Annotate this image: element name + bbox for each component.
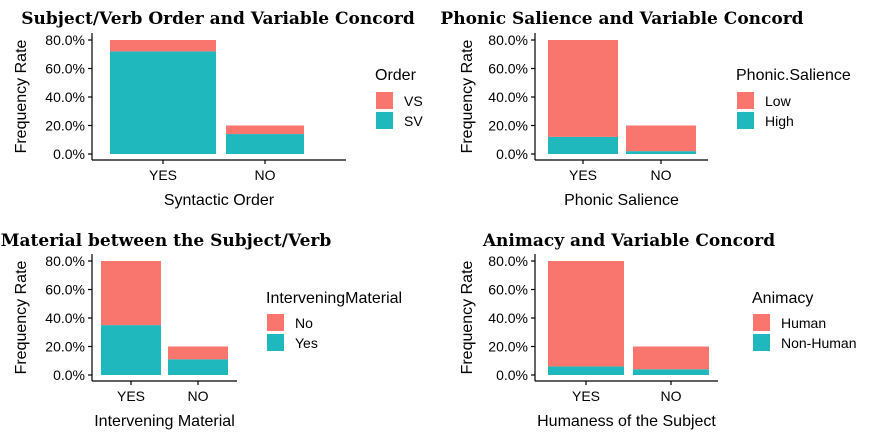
legend-label: VS <box>404 93 423 109</box>
legend-swatch-low <box>737 92 754 109</box>
bar-yes-yes <box>101 325 161 375</box>
bar-no-low <box>626 125 696 152</box>
legend-swatch-yes <box>267 334 284 351</box>
x-axis-title: Intervening Material <box>94 413 235 430</box>
bar-yes-vs <box>110 40 216 52</box>
legend-swatch-vs <box>376 92 393 109</box>
bar-yes-no <box>101 261 161 326</box>
legend-swatch-high <box>737 112 754 129</box>
y-tick-label: 80.0% <box>45 253 85 269</box>
y-axis-title: Frequency Rate <box>13 260 30 374</box>
y-tick-label: 20.0% <box>488 339 528 355</box>
y-tick-label: 0.0% <box>496 367 528 383</box>
y-axis-title: Frequency Rate <box>13 39 30 153</box>
legend-title: Animacy <box>752 290 813 307</box>
x-tick-label: NO <box>255 167 276 183</box>
y-tick-label: 20.0% <box>45 118 85 134</box>
bar-yes-non-human <box>548 366 624 375</box>
y-tick-label: 20.0% <box>45 339 85 355</box>
y-tick-label: 0.0% <box>496 146 528 162</box>
x-axis-title: Humaness of the Subject <box>537 413 716 430</box>
bar-no-sv <box>226 134 304 154</box>
bar-yes-human <box>548 261 624 367</box>
y-tick-label: 80.0% <box>488 32 528 48</box>
bar-no-no <box>168 346 228 360</box>
y-tick-label: 40.0% <box>488 89 528 105</box>
y-tick-label: 40.0% <box>488 310 528 326</box>
chart-title: Animacy and Variable Concord <box>482 231 775 251</box>
legend-swatch-human <box>753 314 770 331</box>
chart-panel-1: Subject/Verb Order and Variable Concord 0… <box>13 9 423 209</box>
y-tick-label: 20.0% <box>488 118 528 134</box>
y-tick-label: 60.0% <box>45 282 85 298</box>
bar-yes-sv <box>110 51 216 154</box>
x-tick-label: NO <box>661 388 682 404</box>
bar-no-yes <box>168 359 228 375</box>
chart-panel-2: Phonic Salience and Variable Concord 0.0%… <box>440 9 850 209</box>
y-tick-label: 40.0% <box>45 310 85 326</box>
x-axis-title: Syntactic Order <box>164 192 275 209</box>
chart-panel-4: Animacy and Variable Concord 0.0% 20.0% 40.… <box>459 231 856 430</box>
x-axis-title: Phonic Salience <box>564 192 679 209</box>
bar-yes-low <box>548 40 618 137</box>
legend-label: Human <box>781 315 826 331</box>
chart-title: Phonic Salience and Variable Concord <box>440 9 803 29</box>
y-tick-label: 0.0% <box>53 146 85 162</box>
y-tick-label: 60.0% <box>488 282 528 298</box>
y-tick-label: 40.0% <box>45 89 85 105</box>
x-tick-label: YES <box>569 167 597 183</box>
x-tick-label: NO <box>651 167 672 183</box>
y-tick-label: 80.0% <box>45 32 85 48</box>
bar-no-high <box>626 151 696 154</box>
y-tick-label: 0.0% <box>53 367 85 383</box>
legend-label: Low <box>765 93 792 109</box>
legend-title: Phonic.Salience <box>736 67 851 84</box>
legend-swatch-non-human <box>753 334 770 351</box>
bar-no-non-human <box>633 369 709 375</box>
legend-label: Yes <box>295 335 318 351</box>
legend-title: InterveningMaterial <box>266 290 402 307</box>
y-axis-title: Frequency Rate <box>459 39 476 153</box>
y-tick-label: 80.0% <box>488 253 528 269</box>
y-axis-title: Frequency Rate <box>459 260 476 374</box>
x-tick-label: NO <box>188 388 209 404</box>
legend-label: No <box>295 315 313 331</box>
chart-title: Material between the Subject/Verb <box>1 231 332 251</box>
legend-label: High <box>765 113 794 129</box>
x-tick-label: YES <box>149 167 177 183</box>
chart-panel-3: Material between the Subject/Verb 0.0% 20.… <box>1 231 402 430</box>
bar-no-human <box>633 346 709 370</box>
x-tick-label: YES <box>572 388 600 404</box>
x-tick-label: YES <box>117 388 145 404</box>
bar-no-vs <box>226 125 304 135</box>
y-tick-label: 60.0% <box>45 61 85 77</box>
legend-label: Non-Human <box>781 335 856 351</box>
legend-title: Order <box>375 67 417 84</box>
chart-title: Subject/Verb Order and Variable Concord <box>21 9 415 29</box>
legend-swatch-sv <box>376 112 393 129</box>
legend-swatch-no <box>267 314 284 331</box>
y-tick-label: 60.0% <box>488 61 528 77</box>
legend-label: SV <box>404 113 423 129</box>
bar-yes-high <box>548 136 618 154</box>
